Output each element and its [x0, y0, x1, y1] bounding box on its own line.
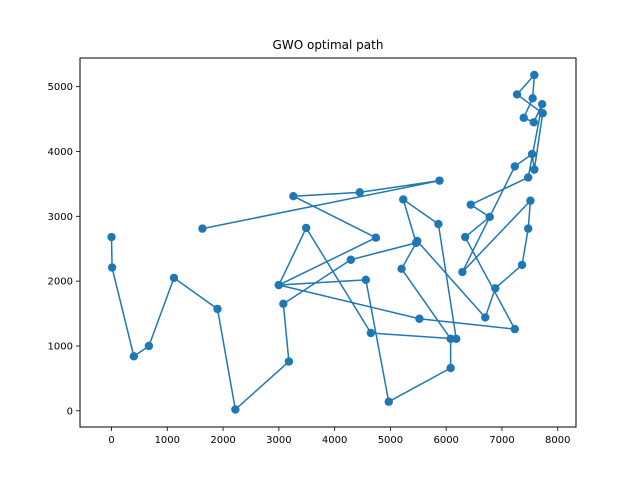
path-point — [355, 188, 364, 197]
x-tick-label: 6000 — [433, 435, 458, 446]
path-point — [284, 357, 294, 366]
path-point — [458, 267, 467, 277]
path-point — [366, 328, 376, 338]
path-point — [529, 118, 538, 127]
path-point — [446, 334, 455, 344]
chart-title: GWO optimal path — [273, 38, 384, 52]
y-tick-label: 5000 — [48, 82, 73, 93]
path-point — [169, 273, 179, 283]
path-point — [510, 324, 520, 334]
path-point — [274, 280, 284, 290]
path-point — [526, 196, 535, 205]
path-point — [530, 165, 539, 174]
path-point — [524, 173, 533, 182]
x-tick-label: 2000 — [210, 435, 235, 446]
path-point — [412, 236, 422, 246]
x-tick-label: 3000 — [266, 435, 291, 446]
path-point — [301, 223, 311, 233]
y-tick-label: 0 — [67, 406, 73, 417]
path-point — [460, 232, 470, 242]
path-point — [481, 313, 490, 322]
path-point — [491, 284, 500, 293]
path-point — [538, 109, 547, 118]
x-tick-label: 1000 — [155, 435, 180, 446]
path-point — [517, 260, 527, 270]
y-tick-label: 4000 — [48, 147, 73, 158]
y-tick-label: 2000 — [48, 277, 73, 288]
path-point — [435, 176, 444, 185]
path-point — [537, 99, 547, 109]
path-point — [371, 233, 381, 242]
path-point — [129, 352, 139, 361]
path-point — [399, 195, 408, 204]
plot-area — [107, 70, 547, 414]
path-point — [346, 255, 356, 264]
path-point — [107, 232, 116, 242]
path-point — [524, 224, 533, 233]
path-point — [519, 113, 528, 122]
x-tick-label: 0 — [108, 435, 114, 446]
path-point — [510, 162, 520, 171]
path-point — [289, 192, 298, 201]
path-point — [198, 224, 207, 233]
axes-frame — [79, 57, 577, 428]
axis-ticks: 0 1000 2000 3000 4000 5000 6000 7000 8000 0 1000 20… — [48, 82, 571, 446]
y-tick-label: 3000 — [48, 212, 73, 223]
path-point — [446, 363, 455, 373]
path-point — [415, 314, 424, 323]
path-point — [361, 275, 371, 285]
path-point — [485, 212, 494, 222]
path-point — [466, 200, 475, 209]
path-point — [528, 94, 537, 103]
y-tick-label: 1000 — [48, 341, 73, 352]
path-point — [530, 70, 539, 80]
path-point — [231, 405, 240, 414]
path-point — [213, 304, 222, 314]
path-point — [107, 263, 117, 272]
x-tick-label: 8000 — [545, 435, 570, 446]
path-point — [384, 397, 393, 406]
x-tick-label: 4000 — [322, 435, 347, 446]
path-point — [144, 341, 154, 351]
path-point — [512, 90, 522, 99]
x-tick-label: 5000 — [378, 435, 403, 446]
path-point — [397, 264, 406, 274]
path-point — [527, 149, 537, 159]
path-point — [279, 299, 288, 309]
x-tick-label: 7000 — [489, 435, 514, 446]
path-point — [434, 219, 443, 229]
